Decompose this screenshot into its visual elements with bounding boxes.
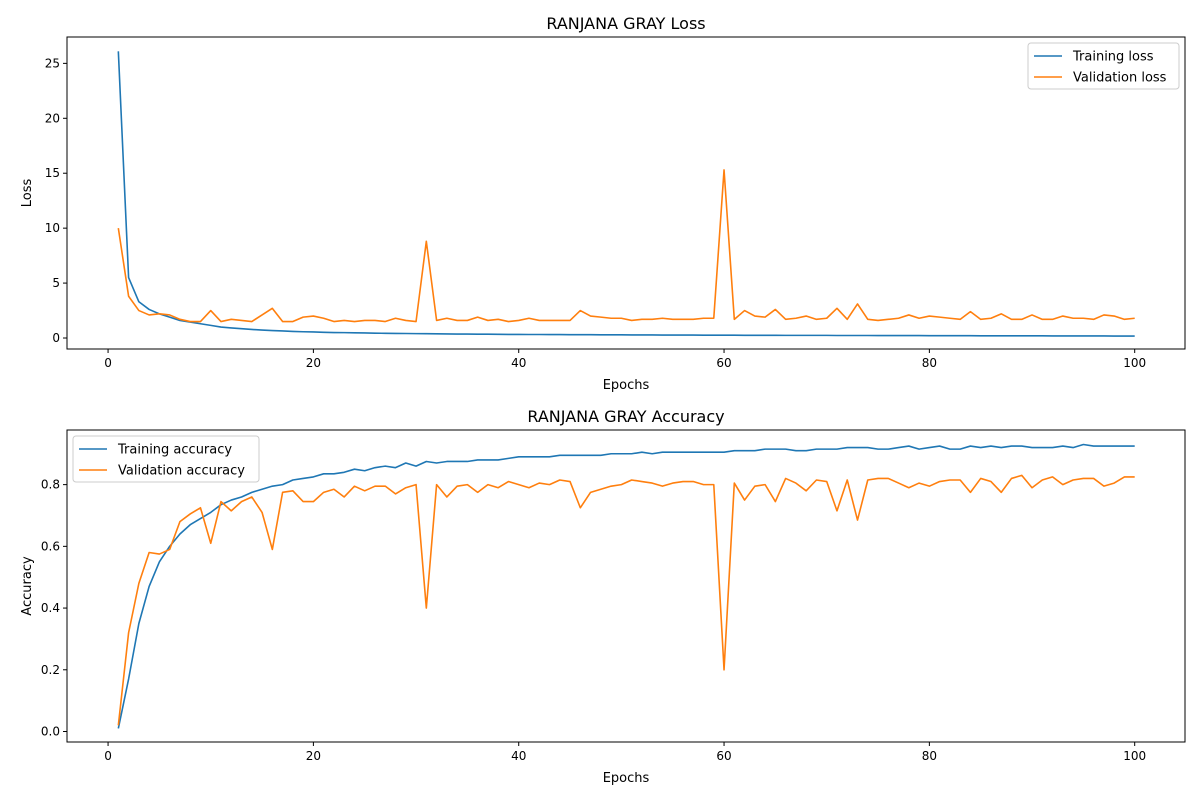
- validation-accuracy-legend-label: Validation accuracy: [118, 464, 245, 479]
- loss-y-tick-label: 25: [45, 56, 60, 70]
- accuracy-legend-box: [72, 435, 260, 483]
- loss-x-tick-label: 60: [716, 356, 731, 370]
- accuracy-chart: RANJANA GRAY Accuracy 0 20 40 60 80 100 0.0 0.2 0…: [20, 407, 1186, 786]
- training-loss-legend-label: Training loss: [1072, 50, 1154, 65]
- validation-accuracy-line: [117, 474, 1135, 726]
- loss-y-axis-label: Loss: [20, 179, 35, 208]
- accuracy-x-axis-label: Epochs: [603, 771, 650, 786]
- accuracy-y-tick-label: 0.4: [41, 601, 60, 615]
- loss-axes-frame: [66, 36, 1186, 350]
- accuracy-chart-title: RANJANA GRAY Accuracy: [527, 407, 724, 426]
- loss-x-tick-label: 0: [104, 356, 112, 370]
- loss-y-tick-label: 0: [52, 331, 60, 345]
- loss-x-axis-label: Epochs: [603, 378, 650, 393]
- loss-y-tick-label: 5: [52, 276, 60, 290]
- loss-x-tick-label: 20: [306, 356, 321, 370]
- validation-loss-legend-label: Validation loss: [1073, 71, 1167, 86]
- accuracy-axes-frame: [66, 429, 1186, 743]
- loss-y-tick-label: 20: [45, 111, 60, 125]
- accuracy-y-axis-label: Accuracy: [20, 556, 35, 616]
- loss-x-tick-label: 40: [511, 356, 526, 370]
- accuracy-x-tick-label: 0: [104, 749, 112, 763]
- loss-chart-title: RANJANA GRAY Loss: [546, 14, 705, 33]
- training-loss-line: [117, 51, 1135, 337]
- loss-x-tick-label: 80: [922, 356, 937, 370]
- accuracy-x-tick-label: 100: [1123, 749, 1146, 763]
- loss-y-tick-label: 10: [45, 221, 60, 235]
- accuracy-x-tick-label: 80: [922, 749, 937, 763]
- loss-y-tick-label: 15: [45, 166, 60, 180]
- accuracy-x-tick-label: 40: [511, 749, 526, 763]
- loss-legend: Training loss Validation loss: [1027, 42, 1180, 90]
- loss-legend-box: [1027, 42, 1180, 90]
- accuracy-y-tick-label: 0.0: [41, 725, 60, 739]
- loss-x-tick-label: 100: [1123, 356, 1146, 370]
- accuracy-x-tick-label: 20: [306, 749, 321, 763]
- training-accuracy-legend-label: Training accuracy: [117, 443, 232, 458]
- accuracy-y-tick-label: 0.6: [41, 539, 60, 553]
- training-accuracy-line: [117, 443, 1135, 729]
- loss-chart: RANJANA GRAY Loss 0 20 40 60 80 100 0 5 10 15 20 25 E…: [20, 14, 1186, 393]
- validation-loss-line: [117, 169, 1135, 323]
- accuracy-legend: Training accuracy Validation accuracy: [72, 435, 260, 483]
- accuracy-y-tick-label: 0.8: [41, 478, 60, 492]
- accuracy-x-tick-label: 60: [716, 749, 731, 763]
- accuracy-y-tick-label: 0.2: [41, 663, 60, 677]
